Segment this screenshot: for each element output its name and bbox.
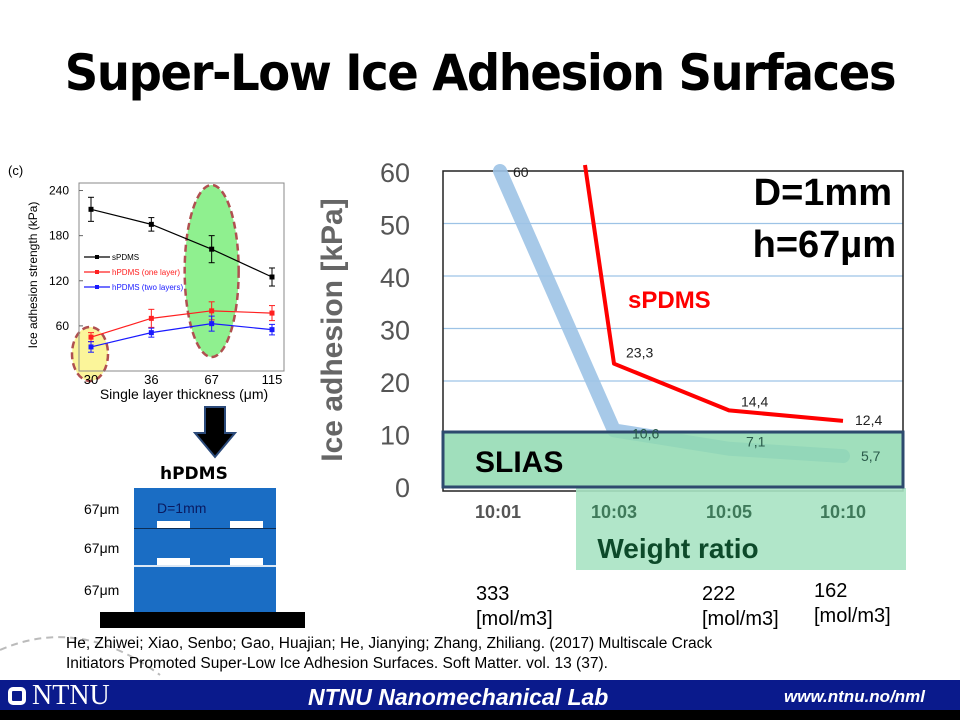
crack-initiator [157,521,190,528]
legend-marker [95,285,99,289]
lab-name: NTNU Nanomechanical Lab [308,684,609,710]
xtick-label: 10:01 [475,502,521,522]
ytick-label: 120 [49,274,69,288]
slias-band [441,430,905,489]
crack-initiator [157,558,190,565]
ntnu-logo: NTNU [8,682,110,710]
data-label: 23,3 [626,345,653,361]
data-label: 7,1 [746,434,766,450]
hpdms-diagram: hPDMS D=1mm 67μm 67μm 67μm [60,460,320,630]
data-label: 5,7 [861,448,881,464]
left-chart-ylabel: Ice adhesion strength (kPa) [26,202,40,349]
ytick-label: 40 [380,263,410,293]
crack-initiator [230,521,263,528]
legend-entry: hPDMS (two layers) [112,283,183,292]
xaxis-highlight [576,488,906,570]
ytick-label: 30 [380,316,410,346]
series-line [90,208,273,278]
xtick-label: 10:03 [591,502,637,522]
xtick-label: 67 [204,372,218,387]
right-chart-xlabel: Weight ratio [597,533,758,564]
legend-marker [95,270,99,274]
lab-url[interactable]: www.ntnu.no/nml [784,687,926,706]
right-chart-ylabel: Ice adhesion [kPa] [316,198,349,461]
layer-label: 67μm [84,501,120,517]
xtick-label: 115 [262,372,283,387]
substrate [100,612,305,628]
layer-stack [134,488,276,612]
legend-marker [95,255,99,259]
legend-entry: hPDMS (one layer) [112,268,180,277]
slide-title: Super-Low Ice Adhesion Surfaces [64,44,897,102]
weight-ratio-chart: Ice adhesion [kPa] 60 50 40 30 20 10 0 23,3 14,… [316,158,906,570]
data-label: 60 [513,164,529,180]
d-label: D=1mm [157,500,207,516]
xtick-label: 30 [84,372,98,387]
data-label: 14,4 [741,393,768,409]
highlight-ellipse [70,325,110,383]
ytick-label: 0 [395,473,410,503]
layer-label: 67μm [84,540,120,556]
data-point [148,315,154,321]
ytick-label: 60 [56,319,70,333]
data-point [148,221,154,227]
data-point [269,274,275,280]
data-point [209,308,215,314]
concentration-label: 333 [mol/m3] [476,583,553,630]
series-line [90,323,273,348]
ytick-label: 180 [49,229,69,243]
xtick-label: 36 [144,372,158,387]
d-annotation: D=1mm [754,172,892,214]
data-point [209,321,215,327]
ytick-label: 10 [380,421,410,451]
data-point [209,246,215,252]
xtick-label: 10:10 [820,502,866,522]
thickness-chart: (c) Ice adhesion strength (kPa) 240 180 12… [8,163,285,402]
data-point [88,344,94,350]
slias-label: SLIAS [475,446,563,479]
logo-square-icon [8,687,26,705]
legend-entry: sPDMS [112,253,139,262]
ytick-label: 240 [49,184,69,198]
data-point [148,330,154,336]
data-point [88,206,94,212]
decorative-arc [0,636,161,676]
panel-label: (c) [8,163,23,178]
ytick-label: 60 [380,158,410,188]
crack-initiator [230,558,263,565]
series-line [90,310,273,338]
reference: He, Zhiwei; Xiao, Senbo; Gao, Huajian; H… [66,635,713,672]
xtick-label: 10:05 [706,502,752,522]
data-label: 10,6 [632,425,659,441]
ytick-label: 50 [380,211,410,241]
concentration-label: 222 [mol/m3] [702,583,779,630]
data-point [88,334,94,340]
h-annotation: h=67µm [753,224,896,266]
data-point [269,327,275,333]
left-chart-xlabel: Single layer thickness (μm) [100,386,268,402]
left-chart-frame [78,182,285,372]
highlight-ellipse [183,183,240,359]
spdms-series-label: sPDMS [628,287,711,314]
ytick-label: 20 [380,368,410,398]
diagram-title: hPDMS [160,464,228,484]
data-point [269,310,275,316]
spdms-series-line [583,164,844,423]
footer-bar [0,680,960,710]
concentration-label: 162 [mol/m3] [814,580,891,627]
layer-label: 67μm [84,582,120,598]
data-label: 12,4 [855,412,882,428]
down-arrow-icon [192,406,238,459]
